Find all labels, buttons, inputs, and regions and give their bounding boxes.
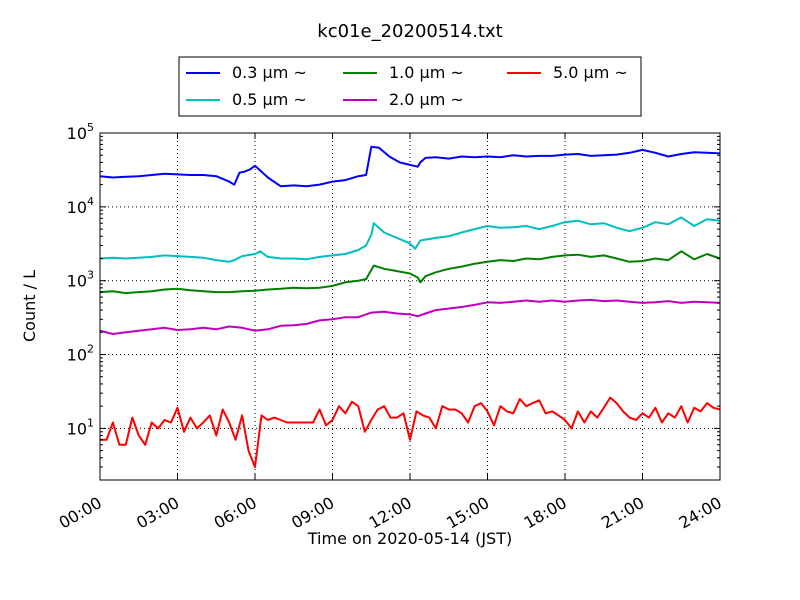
series-line-4 [100, 396, 721, 468]
plot-lines [99, 145, 721, 468]
y-tick-label: 105 [67, 121, 94, 143]
legend: 0.3 μm ~ 0.5 μm ~ 1.0 μm ~ 2.0 μm ~ 5.0 μm ~ [178, 56, 642, 117]
x-tick-label: 21:00 [598, 493, 647, 533]
legend-label-4: 5.0 μm ~ [553, 63, 628, 82]
legend-label-2: 1.0 μm ~ [389, 63, 464, 82]
x-tick-labels: 00:00 03:00 06:00 09:00 12:00 15:00 18:00 21:00… [56, 493, 725, 533]
y-axis-label: Count / L [20, 270, 39, 342]
ticks [99, 132, 721, 481]
x-tick-label: 18:00 [521, 493, 570, 533]
series-line-0 [99, 145, 721, 188]
x-tick-label: 09:00 [288, 493, 337, 533]
chart-title: kc01e_20200514.txt [317, 21, 502, 42]
legend-box [178, 56, 642, 117]
legend-label-0: 0.3 μm ~ [232, 63, 307, 82]
legend-label-3: 2.0 μm ~ [389, 90, 464, 109]
x-tick-label: 15:00 [443, 493, 492, 533]
y-tick-label: 102 [67, 343, 94, 365]
series-line-3 [99, 298, 721, 335]
x-tick-label: 24:00 [676, 493, 725, 533]
series-line-1 [99, 216, 721, 263]
y-tick-label: 104 [67, 195, 94, 217]
series-line-2 [99, 250, 721, 295]
x-tick-label: 12:00 [366, 493, 415, 533]
x-axis-label: Time on 2020-05-14 (JST) [307, 529, 512, 548]
x-tick-label: 03:00 [133, 493, 182, 533]
y-tick-label: 101 [67, 416, 94, 438]
x-tick-label: 00:00 [56, 493, 105, 533]
grid [100, 132, 720, 480]
y-tick-label: 103 [67, 269, 94, 291]
x-tick-label: 06:00 [211, 493, 260, 533]
y-tick-labels: 101 102 103 104 105 [67, 121, 94, 438]
legend-label-1: 0.5 μm ~ [232, 90, 307, 109]
